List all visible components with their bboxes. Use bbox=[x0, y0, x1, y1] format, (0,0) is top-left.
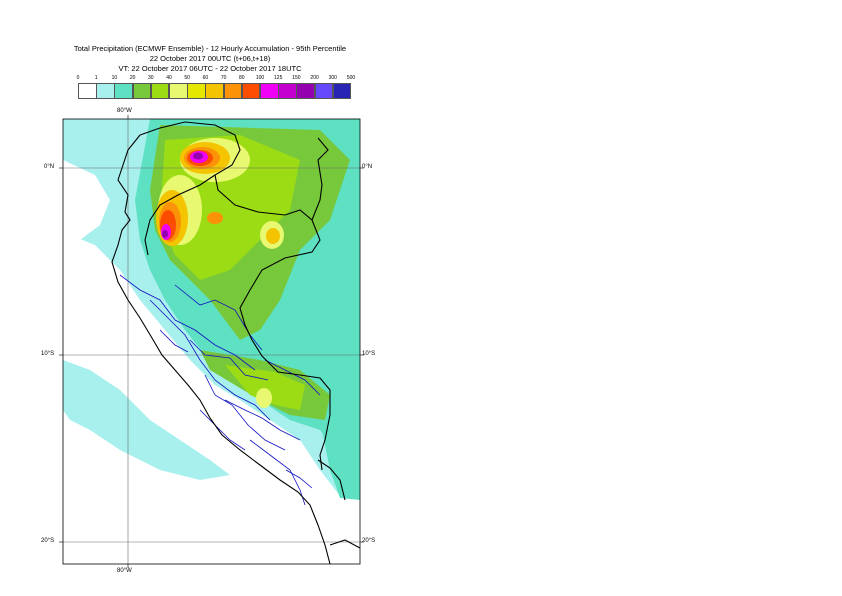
south-heavier-field bbox=[225, 365, 305, 410]
yellow-cell-south bbox=[256, 388, 272, 408]
map-title: Total Precipitation (ECMWF Ensemble) - 1… bbox=[73, 44, 347, 53]
lat-label-right-0: 0°N bbox=[362, 164, 373, 170]
purple-core-west bbox=[162, 230, 168, 238]
lat-label-left-10s: 10°S bbox=[41, 351, 55, 357]
valid-time: VT: 22 October 2017 06UTC - 22 October 2… bbox=[118, 64, 302, 73]
white-ocean-patch-south bbox=[63, 430, 300, 564]
offshore-light-field bbox=[63, 360, 230, 480]
region-boundaries bbox=[119, 274, 321, 506]
lon-label-bottom: 80°W bbox=[117, 568, 132, 574]
purple-core-north bbox=[193, 152, 203, 160]
lat-label-right-10s: 10°S bbox=[362, 351, 376, 357]
gold-cell-east bbox=[266, 228, 280, 244]
country-borders bbox=[111, 121, 360, 564]
orange-cell-center bbox=[207, 212, 223, 224]
white-ocean-patch bbox=[63, 160, 110, 245]
base-time: 22 October 2017 00UTC (t+06,t+18) bbox=[149, 54, 271, 63]
lat-label-left-20s: 20°S bbox=[41, 538, 55, 544]
lat-label-left-0: 0°N bbox=[44, 164, 55, 170]
lat-label-right-20s: 20°S bbox=[362, 538, 376, 544]
map-frame bbox=[62, 118, 361, 565]
east-moderate-field bbox=[320, 420, 360, 500]
axis-ticks bbox=[59, 115, 364, 568]
graticule bbox=[63, 119, 360, 564]
lon-label-top: 80°W bbox=[117, 108, 132, 114]
